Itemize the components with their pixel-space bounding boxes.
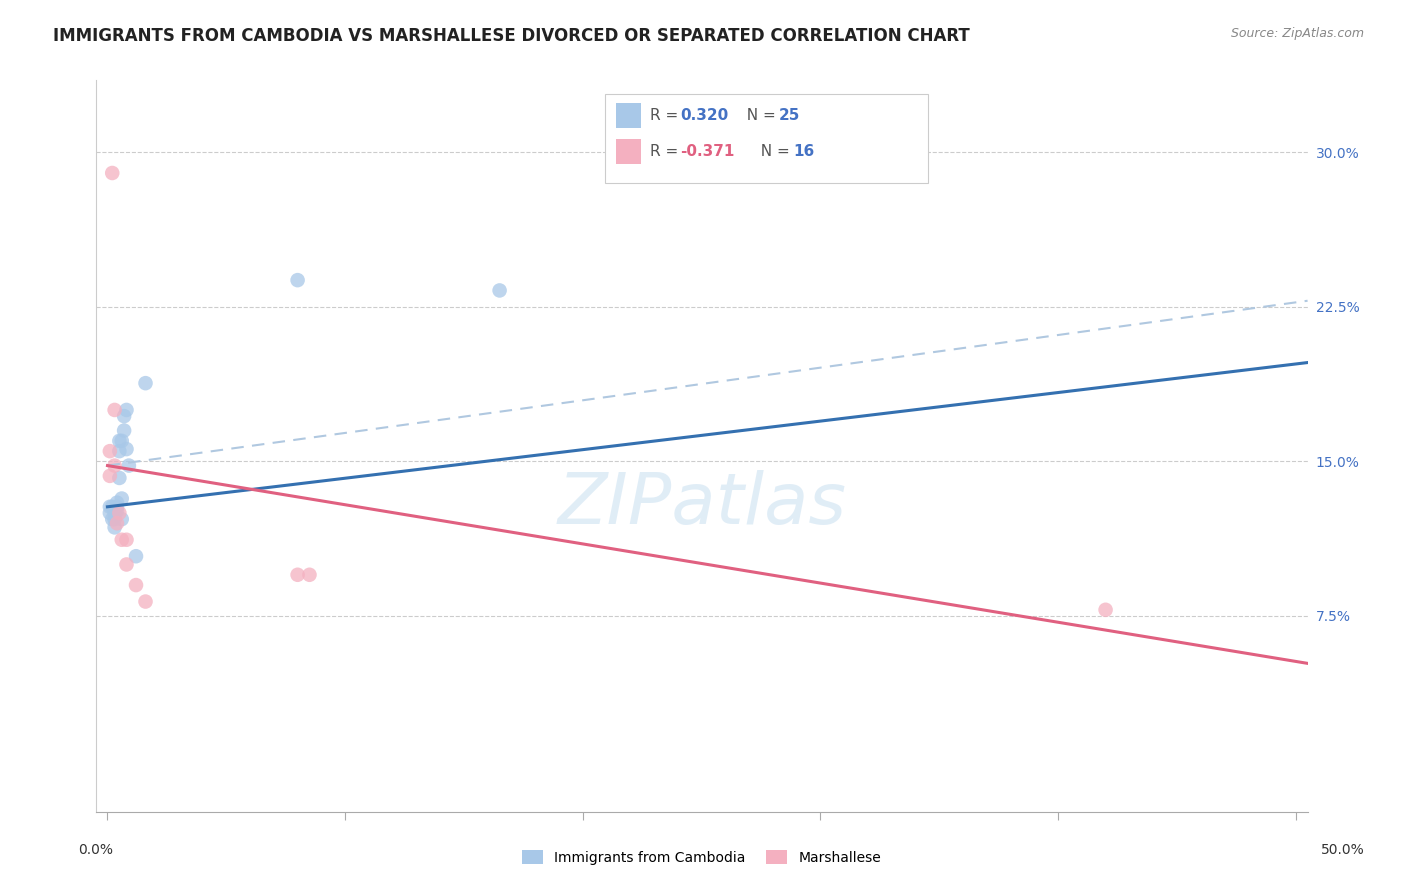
Point [115, 403, 138, 417]
Point [111, 512, 134, 526]
Text: Source: ZipAtlas.com: Source: ZipAtlas.com [1230, 27, 1364, 40]
Text: 16: 16 [793, 145, 814, 159]
Legend: Immigrants from Cambodia, Marshallese: Immigrants from Cambodia, Marshallese [516, 845, 887, 871]
Point [101, 500, 124, 514]
Point [105, 500, 128, 514]
Point [118, 458, 141, 473]
Text: 50.0%: 50.0% [1320, 843, 1365, 857]
Point [111, 491, 134, 506]
Text: R =: R = [650, 109, 683, 123]
Point [108, 506, 131, 520]
Point [104, 403, 127, 417]
Point [125, 578, 148, 592]
Point [287, 567, 309, 582]
Point [115, 533, 138, 547]
Point [287, 273, 309, 287]
Point [112, 409, 135, 424]
Point [488, 284, 510, 298]
Point [105, 496, 128, 510]
Point [112, 424, 135, 438]
Point [108, 444, 131, 458]
Point [115, 558, 138, 572]
Point [1094, 603, 1116, 617]
Point [111, 434, 134, 448]
Point [108, 471, 131, 485]
Point [108, 434, 131, 448]
Point [134, 376, 156, 391]
Text: N =: N = [751, 145, 794, 159]
Point [134, 594, 156, 608]
Text: 25: 25 [779, 109, 800, 123]
Point [101, 512, 124, 526]
Text: 0.320: 0.320 [681, 109, 728, 123]
Point [101, 166, 124, 180]
Text: 0.0%: 0.0% [79, 843, 112, 857]
Text: -0.371: -0.371 [681, 145, 735, 159]
Point [98, 506, 121, 520]
Point [98, 444, 121, 458]
Point [105, 516, 128, 531]
Point [104, 520, 127, 534]
Point [98, 468, 121, 483]
Point [111, 533, 134, 547]
Text: ZIPatlas: ZIPatlas [557, 470, 846, 539]
Point [105, 504, 128, 518]
Point [125, 549, 148, 564]
Point [98, 500, 121, 514]
Text: IMMIGRANTS FROM CAMBODIA VS MARSHALLESE DIVORCED OR SEPARATED CORRELATION CHART: IMMIGRANTS FROM CAMBODIA VS MARSHALLESE … [53, 27, 970, 45]
Point [104, 512, 127, 526]
Point [298, 567, 321, 582]
Point [115, 442, 138, 456]
Text: N =: N = [737, 109, 780, 123]
Point [104, 458, 127, 473]
Text: R =: R = [650, 145, 683, 159]
Point [104, 506, 127, 520]
